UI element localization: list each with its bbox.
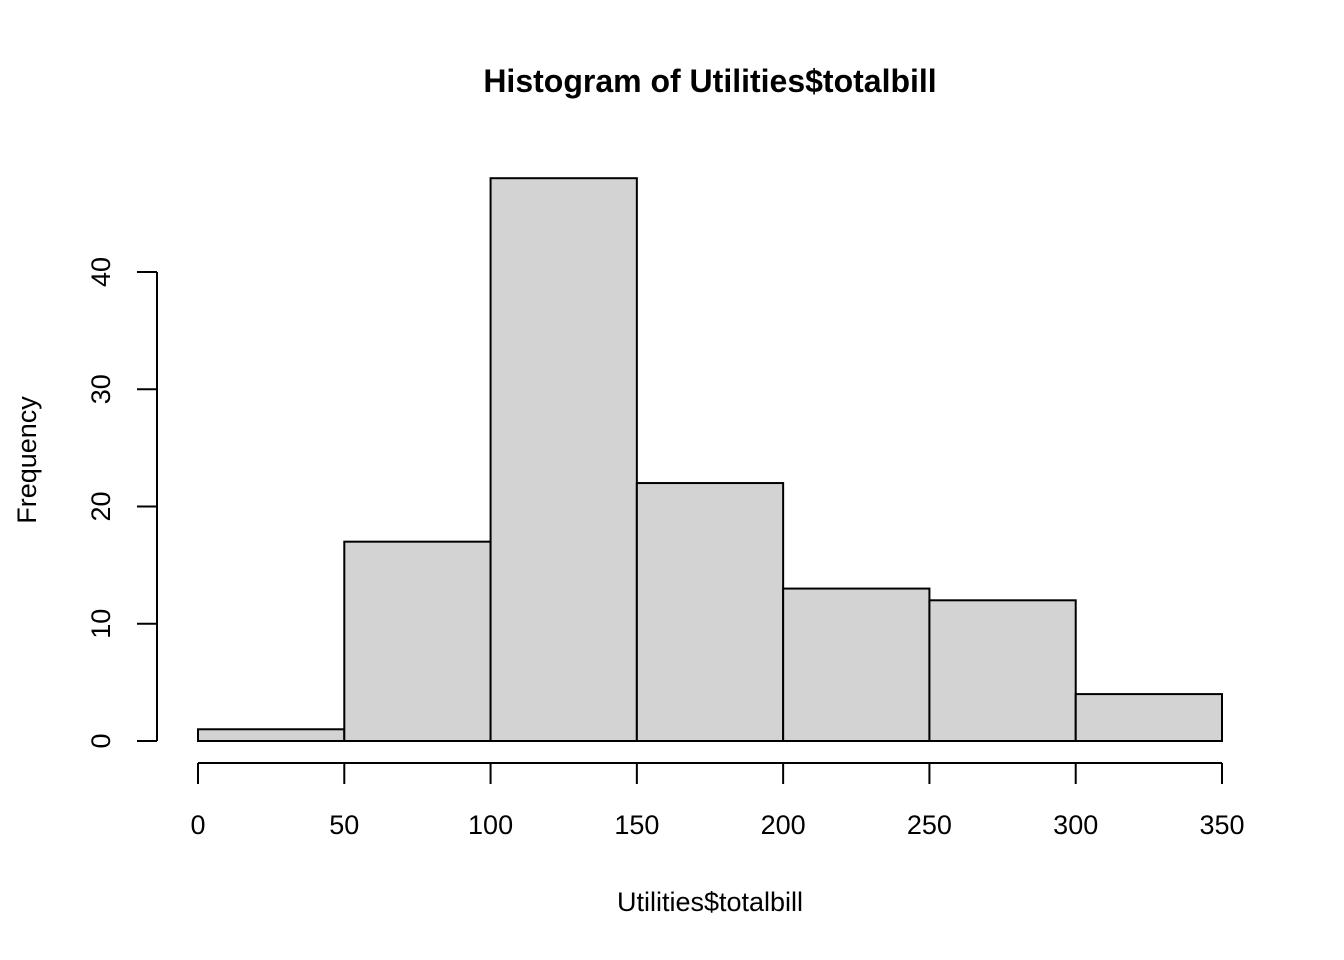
x-tick-label-0: 0 (190, 810, 205, 840)
x-axis-label: Utilities$totalbill (617, 887, 803, 917)
histogram-bar-5 (928, 599, 1077, 742)
x-tick-label-5: 250 (907, 810, 952, 840)
histogram-bar-6 (1074, 693, 1223, 742)
histogram-bar-4 (782, 587, 931, 743)
histogram-bar-3 (635, 482, 785, 742)
y-axis-label: Frequency (12, 396, 42, 524)
x-tick-label-1: 50 (329, 810, 359, 840)
x-axis: 0 50 100 150 200 250 300 350 (190, 762, 1245, 840)
x-tick-label-7: 350 (1199, 810, 1244, 840)
x-tick-label-4: 200 (761, 810, 806, 840)
y-ticks: 0 10 20 30 40 (86, 257, 157, 749)
x-ticks: 0 50 100 150 200 250 300 350 (190, 763, 1245, 840)
y-tick-label-0: 0 (86, 733, 116, 748)
histogram-bar-1 (343, 540, 492, 742)
y-axis: 0 10 20 30 40 (86, 257, 158, 749)
x-tick-label-6: 300 (1053, 810, 1098, 840)
x-tick-label-3: 150 (614, 810, 659, 840)
bars-group (197, 177, 1223, 743)
chart-title: Histogram of Utilities$totalbill (483, 63, 936, 99)
histogram-bar-0 (197, 728, 346, 743)
y-tick-label-2: 20 (86, 491, 116, 521)
histogram-bar-2 (489, 177, 638, 742)
y-tick-label-3: 30 (86, 374, 116, 404)
y-tick-label-4: 40 (86, 257, 116, 287)
x-tick-label-2: 100 (468, 810, 513, 840)
y-tick-label-1: 10 (86, 609, 116, 639)
